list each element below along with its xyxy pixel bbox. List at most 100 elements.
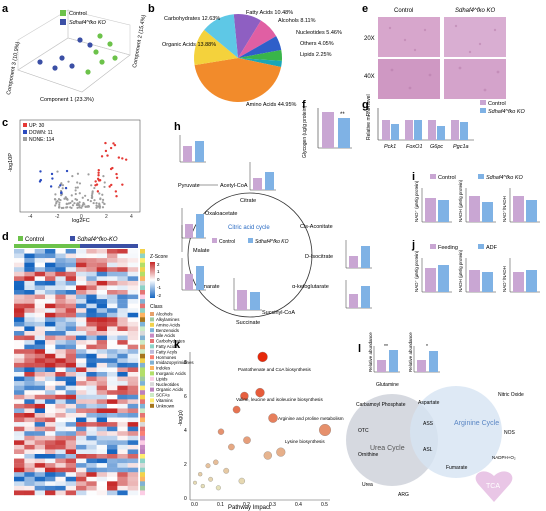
class-bar-cell (140, 413, 145, 418)
class-swatch (150, 339, 154, 343)
heatmap-cell (107, 372, 118, 377)
heatmap-cell (127, 390, 139, 395)
heatmap-cell (24, 426, 35, 432)
mini-bar-malate (181, 208, 206, 239)
heatmap-cell (24, 290, 35, 295)
heatmap-cell (117, 340, 128, 345)
heatmap-cell (34, 335, 46, 341)
heatmap-cell (55, 440, 66, 446)
heatmap-cell (45, 472, 56, 477)
heatmap-cell (96, 449, 108, 455)
heatmap-cell (14, 449, 25, 455)
heatmap-cell (86, 440, 97, 446)
pathway-point (215, 485, 221, 491)
volcano-point (76, 206, 79, 209)
heatmap-cell (24, 358, 35, 364)
x-tick: 0.0 (191, 502, 198, 508)
metabolite-fumarate: Fumarate (196, 284, 220, 290)
heatmap-cell (55, 317, 66, 323)
l-label-asl: ASL (423, 447, 433, 453)
class-bar-cell (140, 454, 145, 459)
heatmap-cell (107, 299, 118, 304)
heatmap-cell (127, 372, 139, 377)
l-ylabel: Relative abundance (368, 332, 373, 372)
x-tick: 0.4 (295, 502, 302, 508)
significance-mark: * (426, 344, 428, 350)
heatmap-cell (45, 299, 56, 304)
heatmap-cell (76, 299, 87, 304)
heatmap-cell (86, 449, 97, 455)
ratio-ylabel: NAD⁺/NADH (502, 196, 507, 222)
class-bar-cell (140, 372, 145, 377)
class-legend-label: Carbohydrates (156, 339, 186, 344)
heatmap-cell (45, 422, 56, 427)
heatmap-cell (55, 490, 66, 496)
heatmap-cell (65, 353, 77, 359)
heatmap-cell (34, 321, 46, 327)
heatmap-cell (107, 271, 118, 277)
heatmap-cell (117, 408, 128, 414)
heatmap-cell (86, 353, 97, 359)
heatmap-cell (14, 444, 25, 450)
heatmap-cell (45, 344, 56, 350)
heatmap-cell (65, 280, 77, 286)
heatmap-cell (96, 299, 108, 304)
pca-point (97, 33, 103, 39)
heatmap-cell (65, 481, 77, 487)
class-legend-label: Alkylamines (156, 317, 180, 322)
heatmap-cell (127, 403, 139, 409)
heatmap-cell (107, 458, 118, 464)
histology-col-ko: Sdhaf4^fko KO (455, 8, 496, 14)
volcano-point (59, 184, 62, 187)
heatmap-cell (107, 353, 118, 359)
heatmap-cell (76, 440, 87, 446)
pie-label: Lipids 2.25% (300, 52, 332, 58)
class-bar-cell (140, 467, 145, 473)
heatmap-cell (86, 249, 97, 254)
heatmap-cell (65, 417, 77, 423)
significance-mark: ** (384, 344, 388, 350)
volcano-point (53, 197, 57, 201)
heatmap-cell (107, 349, 118, 354)
volcano-point (91, 190, 94, 193)
feed-legend-feeding: Feeding (438, 245, 458, 251)
heatmap-cell (96, 326, 108, 332)
heatmap-cell (96, 485, 108, 491)
heatmap-cell (86, 444, 97, 450)
heatmap-cell (55, 390, 66, 395)
heatmap-cell (107, 321, 118, 327)
heatmap-cell (107, 367, 118, 373)
gene-label: Pgc1a (453, 144, 469, 150)
bar-control (469, 270, 480, 292)
mrna-legend-swatch-ko (480, 108, 486, 113)
heatmap-cell (34, 362, 46, 368)
heatmap-cell (127, 408, 139, 414)
class-legend-label: Benzenoids (156, 328, 180, 333)
heatmap-cell (86, 290, 97, 295)
heatmap-cell (14, 294, 25, 300)
panel-letter-a: a (2, 3, 9, 15)
heatmap-cell (45, 426, 56, 432)
heatmap-cell (127, 481, 139, 487)
heatmap-cell (127, 431, 139, 436)
heatmap-cell (127, 290, 139, 295)
heatmap-cell (76, 335, 87, 341)
svg-text:4: 4 (130, 214, 133, 220)
heatmap-cell (65, 271, 77, 277)
class-swatch (150, 328, 154, 333)
heatmap-cell (24, 285, 35, 291)
heatmap-cell (107, 490, 118, 496)
heatmap-cell (117, 444, 128, 450)
heatmap-cell (127, 358, 139, 364)
heatmap-cell (86, 431, 97, 436)
heatmap-cell (117, 317, 128, 323)
volcano-frame (19, 119, 141, 213)
heatmap-cell (76, 381, 87, 386)
class-swatch (150, 403, 154, 408)
heatmap-cell (24, 390, 35, 395)
heatmap-cell (86, 358, 97, 364)
heatmap-cell (86, 344, 97, 350)
heatmap-cell (24, 344, 35, 350)
heatmap-cell (96, 312, 108, 318)
heatmap-cell (86, 280, 97, 286)
